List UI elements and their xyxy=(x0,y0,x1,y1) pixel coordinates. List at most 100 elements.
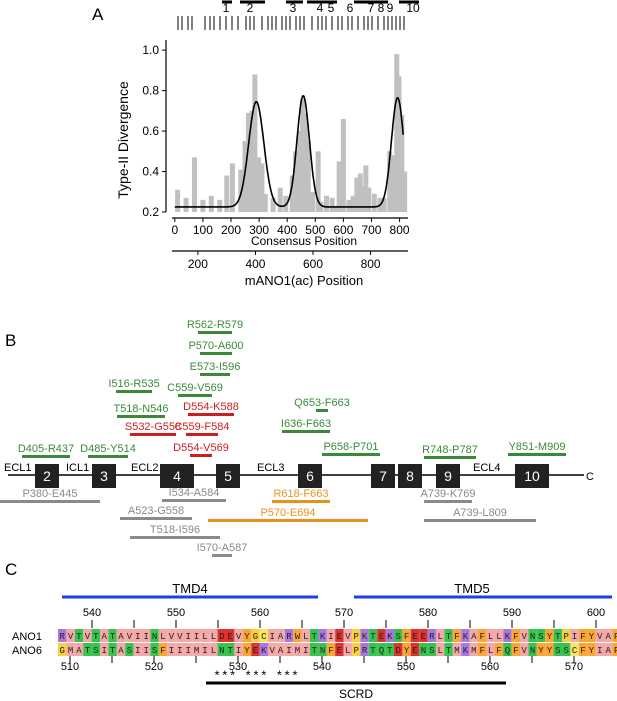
segment-label: A523-G558 xyxy=(128,505,184,517)
residue-cell xyxy=(595,629,604,642)
divergence-bar xyxy=(363,165,369,212)
residue-cell xyxy=(301,643,310,656)
residue-letter: K xyxy=(463,632,469,642)
segment-label: I570-A587 xyxy=(197,542,248,554)
residue-cell xyxy=(184,643,193,656)
residue-cell xyxy=(125,643,134,656)
residue-cell xyxy=(604,629,613,642)
residue-letter: N xyxy=(152,632,157,642)
residue-cell xyxy=(503,629,512,642)
x-tick-label: 100 xyxy=(193,223,213,237)
residue-letter: T xyxy=(446,632,452,642)
topology-label: ECL4 xyxy=(473,462,501,474)
divergence-bar xyxy=(300,98,306,212)
segment-bar xyxy=(117,415,165,418)
membrane-topology: 2 3 4 5 6 7 8 9 10 ECL1 ICL1 ECL2 ECL3 ECL4 C xyxy=(4,462,594,488)
residue-cell xyxy=(427,643,436,656)
divergence-bar xyxy=(200,199,206,212)
divergence-bar xyxy=(350,195,356,212)
tmd-label: TMD5 xyxy=(454,581,489,596)
residue-letter: I xyxy=(169,646,174,656)
residue-letter: I xyxy=(202,646,207,656)
residue-cell xyxy=(326,629,336,642)
residue-cell xyxy=(200,629,210,642)
residue-letter: I xyxy=(185,632,190,642)
segment-bar xyxy=(0,500,100,503)
residue-letter: I xyxy=(597,646,602,656)
segment-label: S532-G558 xyxy=(125,421,181,433)
topology-label: ECL3 xyxy=(257,462,285,474)
residue-cell xyxy=(158,643,168,656)
residue-cell xyxy=(360,643,369,656)
residue-letter: I xyxy=(135,632,140,642)
residue-cell xyxy=(352,629,361,642)
residue-cell xyxy=(536,629,546,642)
divergence-bar xyxy=(245,112,251,212)
residue-letter: D xyxy=(395,646,400,656)
segment-number: 8 xyxy=(378,1,385,15)
top-tick-label: 590 xyxy=(503,607,521,619)
segment-bar xyxy=(162,499,226,502)
residue-letter: F xyxy=(328,646,333,656)
residue-cell xyxy=(528,629,537,642)
residue-letter: K xyxy=(505,632,511,642)
helix-box xyxy=(436,464,460,488)
residue-cell xyxy=(284,629,294,642)
segment-number: 2 xyxy=(247,1,254,15)
residue-cell xyxy=(461,643,470,656)
residue-cell xyxy=(570,643,579,656)
residue-cell xyxy=(444,629,453,642)
residue-cell xyxy=(452,643,462,656)
residue-letter: I xyxy=(194,632,199,642)
x-tick-label: 400 xyxy=(277,223,297,237)
residue-cell xyxy=(612,629,617,642)
segment-bar xyxy=(178,394,212,397)
residue-cell xyxy=(562,629,571,642)
residue-cell xyxy=(545,643,554,656)
bottom-tick-label: 550 xyxy=(397,661,415,673)
residue-letter: C xyxy=(572,646,578,656)
segment-label: D485-Y514 xyxy=(80,443,136,455)
residue-letter: I xyxy=(572,632,577,642)
residue-letter: A xyxy=(118,632,124,642)
residue-cell xyxy=(301,629,310,642)
segment-label: Q653-F663 xyxy=(294,397,350,409)
residue-letter: T xyxy=(227,646,233,656)
bottom-tick-label: 540 xyxy=(313,661,331,673)
residue-cell xyxy=(419,629,428,642)
residue-cell xyxy=(83,629,92,642)
residue-cell xyxy=(436,643,445,656)
x-tick-label: 0 xyxy=(171,223,178,237)
residue-letter: W xyxy=(295,632,301,642)
residue-letter: S xyxy=(563,646,568,656)
residue-cell xyxy=(427,629,436,642)
segment-bar xyxy=(198,331,232,334)
residue-letter: F xyxy=(160,646,165,656)
residue-letter: T xyxy=(110,632,116,642)
residue-cell xyxy=(150,629,159,642)
residue-cell xyxy=(494,643,504,656)
residue-cell xyxy=(58,629,67,642)
residue-letter: A xyxy=(76,646,82,656)
segment-label: D554-V569 xyxy=(173,442,229,454)
divergence-bar xyxy=(217,199,223,212)
residue-cell xyxy=(209,643,218,656)
bottom-tick-label: 570 xyxy=(565,661,583,673)
residue-letter: Y xyxy=(547,646,553,656)
divergence-bar xyxy=(336,161,342,212)
residue-letter: M xyxy=(454,646,459,656)
residue-cell xyxy=(587,643,596,656)
residue-cell xyxy=(234,643,243,656)
helix-box xyxy=(298,464,322,488)
residue-letter: I xyxy=(177,646,182,656)
residue-letter: Y xyxy=(404,646,410,656)
residue-letter: S xyxy=(152,646,157,656)
residue-letter: E xyxy=(253,646,258,656)
residue-letter: Y xyxy=(244,632,250,642)
residue-cell xyxy=(66,629,75,642)
bottom-tick-label: 560 xyxy=(481,661,499,673)
divergence-bar xyxy=(259,163,265,212)
residue-cell xyxy=(100,643,109,656)
residue-letter: A xyxy=(278,632,284,642)
